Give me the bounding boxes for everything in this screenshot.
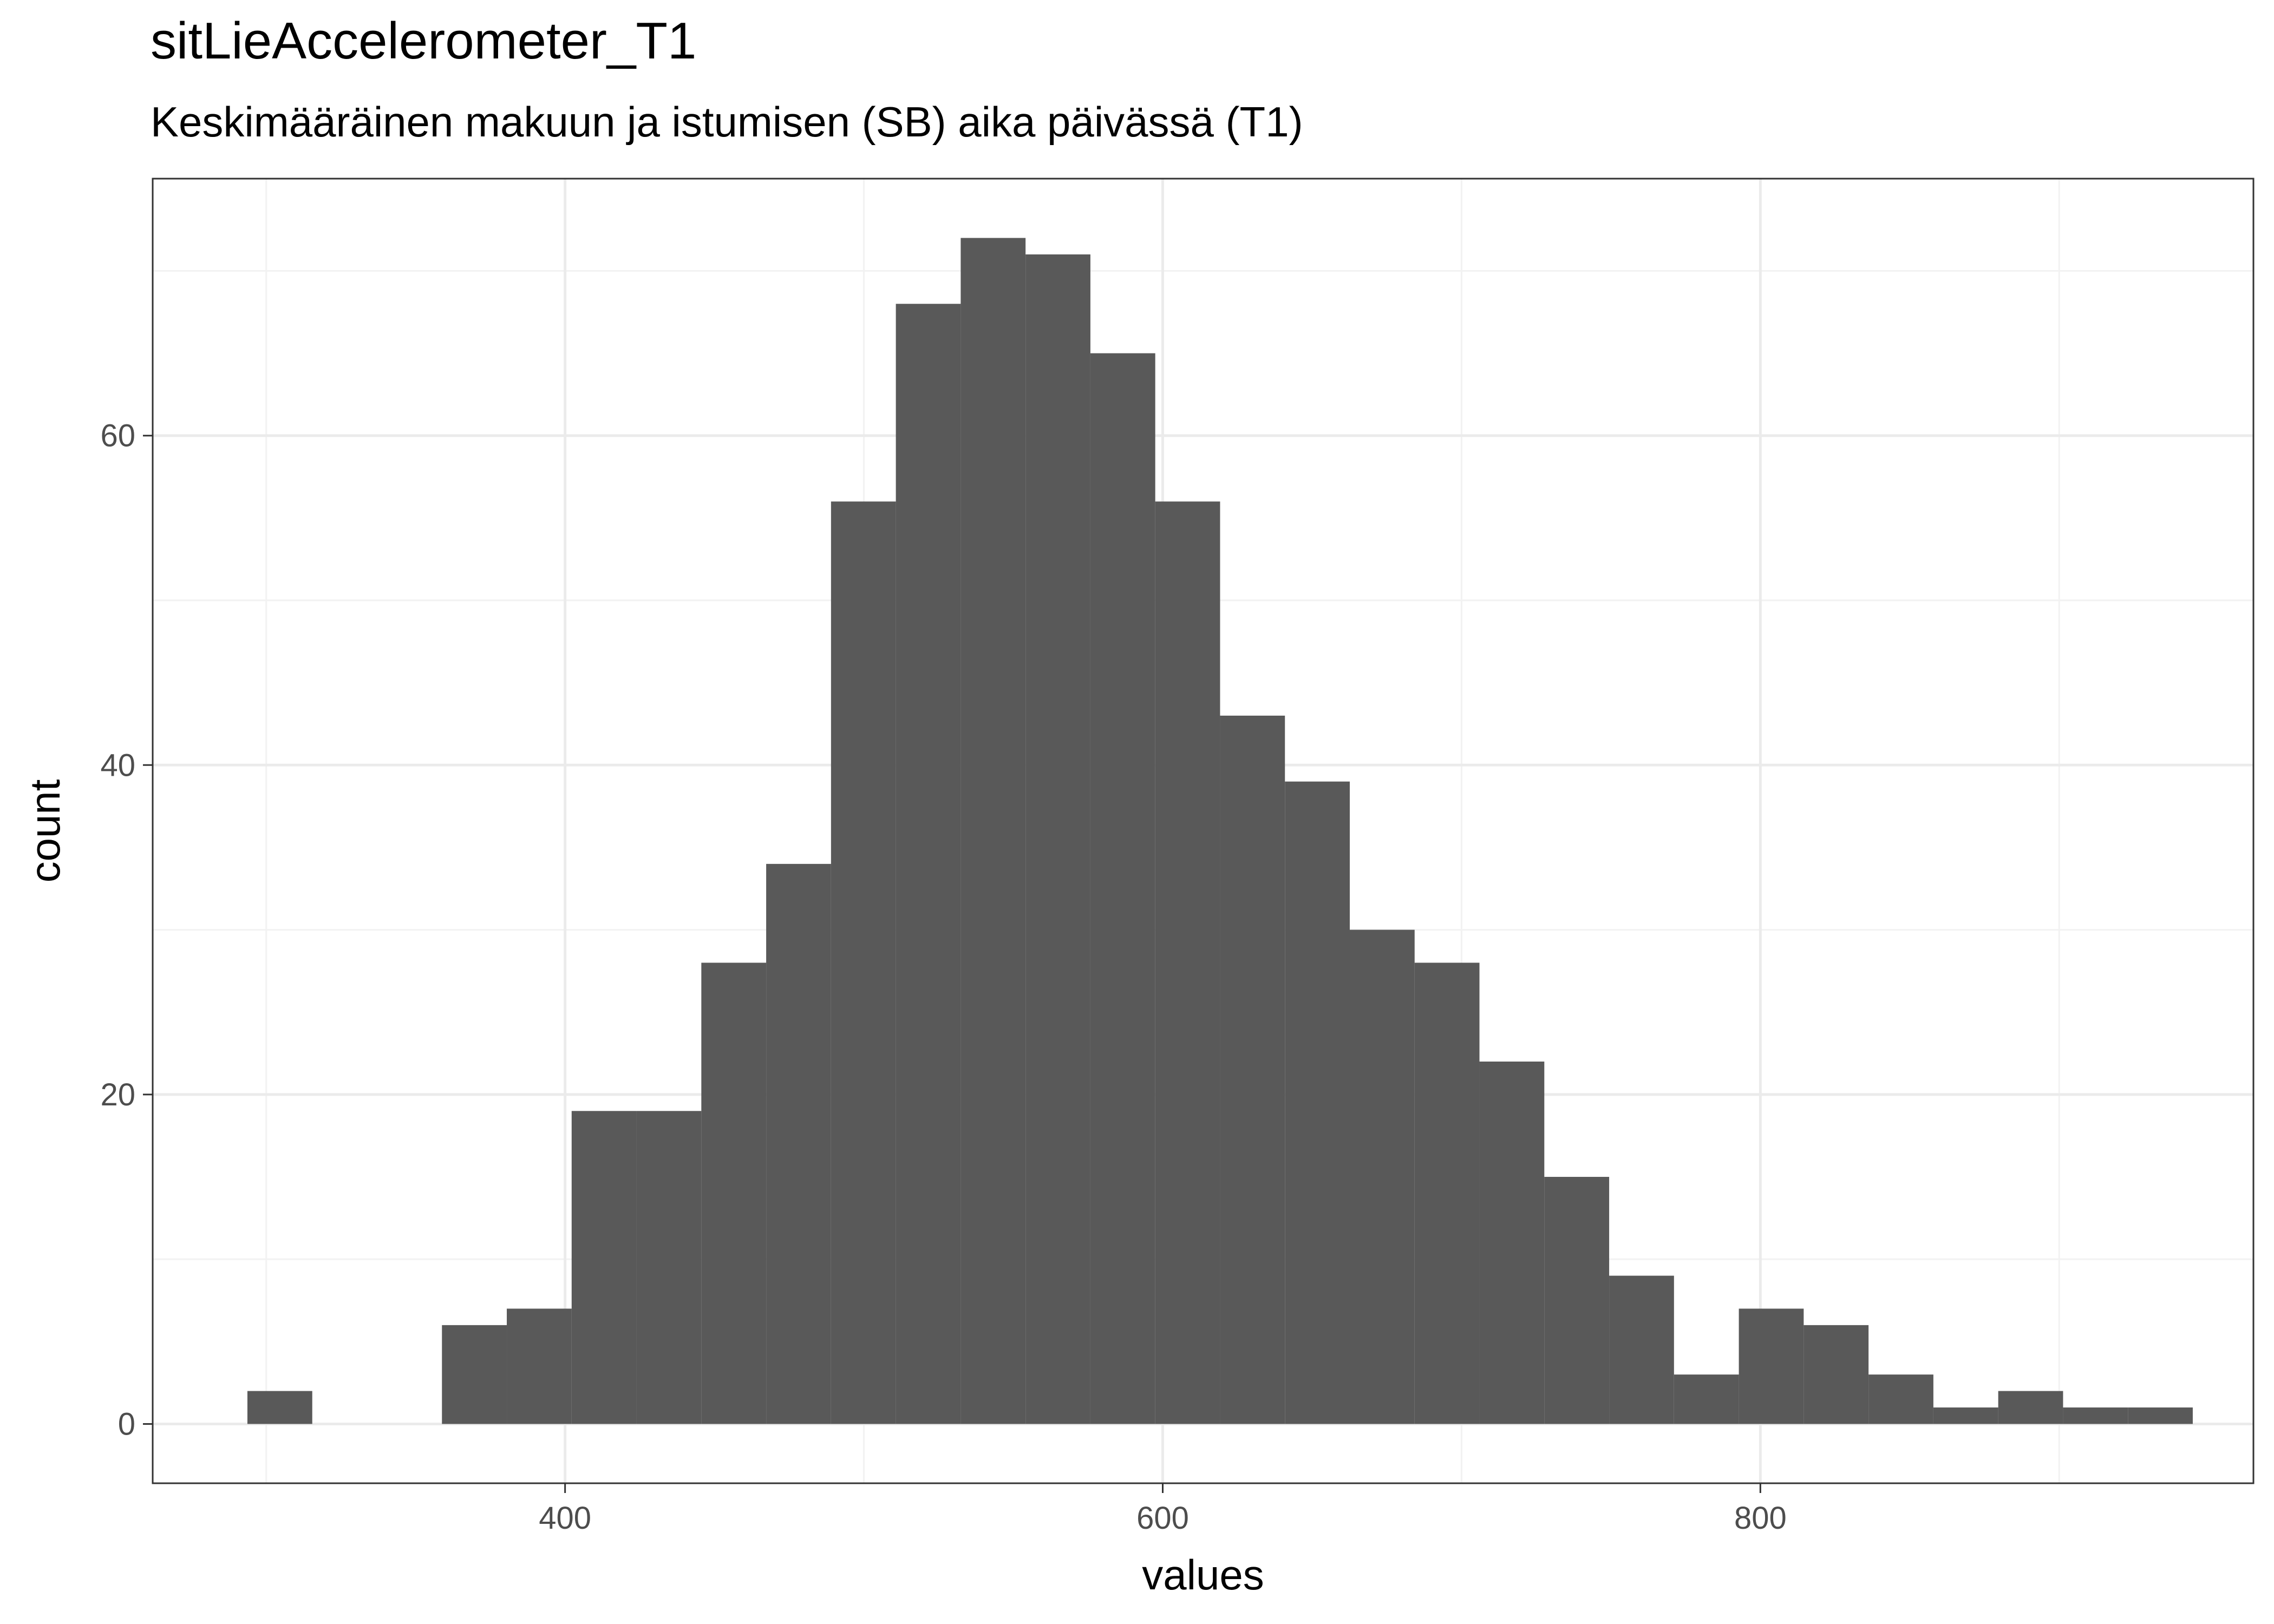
histogram-bar <box>1414 962 1480 1424</box>
histogram-bar <box>1285 781 1350 1424</box>
chart-subtitle: Keskimääräinen makuun ja istumisen (SB) … <box>151 98 1303 146</box>
histogram-bar <box>1803 1325 1869 1424</box>
histogram-bar <box>1155 501 1220 1424</box>
plot-border <box>152 178 2255 1484</box>
x-tick-label: 600 <box>1136 1501 1189 1536</box>
y-tick-label: 60 <box>100 418 135 454</box>
x-axis-ticks: 400 600 800 <box>539 1483 1787 1536</box>
histogram-bar <box>1090 353 1155 1424</box>
histogram-bar <box>1609 1275 1674 1424</box>
histogram-bar <box>636 1111 702 1424</box>
histogram-bar <box>2128 1407 2193 1424</box>
histogram-bar <box>1025 254 1090 1424</box>
histogram-bar <box>1674 1374 1739 1424</box>
histogram-bar <box>2063 1407 2128 1424</box>
y-tick-label: 40 <box>100 748 135 783</box>
y-tick-label: 0 <box>118 1406 135 1442</box>
y-axis-ticks: 0 20 40 60 <box>100 418 153 1442</box>
histogram-bar <box>571 1111 637 1424</box>
histogram-bar <box>1479 1062 1545 1424</box>
x-tick-label: 400 <box>539 1501 591 1536</box>
histogram-bar <box>247 1391 312 1424</box>
x-tick-label: 800 <box>1734 1501 1787 1536</box>
y-axis-title: count <box>21 779 69 882</box>
y-tick-label: 20 <box>100 1077 135 1112</box>
histogram-bar <box>1220 715 1285 1424</box>
histogram-bar <box>507 1308 572 1424</box>
histogram-bar <box>831 501 896 1424</box>
histogram-bar <box>1544 1177 1610 1424</box>
histogram-bar <box>701 962 767 1424</box>
histogram-bar <box>442 1325 507 1424</box>
histogram-bar <box>1933 1407 1998 1424</box>
histogram-bars <box>247 238 2193 1424</box>
histogram-bar <box>896 304 961 1424</box>
histogram-bar <box>960 238 1026 1424</box>
x-axis-title: values <box>1142 1551 1264 1599</box>
chart-title: sitLieAccelerometer_T1 <box>151 12 697 70</box>
histogram-bar <box>1349 929 1415 1424</box>
histogram-bar <box>766 863 831 1424</box>
histogram-bar <box>1998 1391 2063 1424</box>
histogram-bar <box>1739 1308 1804 1424</box>
histogram-bar <box>1868 1374 1933 1424</box>
